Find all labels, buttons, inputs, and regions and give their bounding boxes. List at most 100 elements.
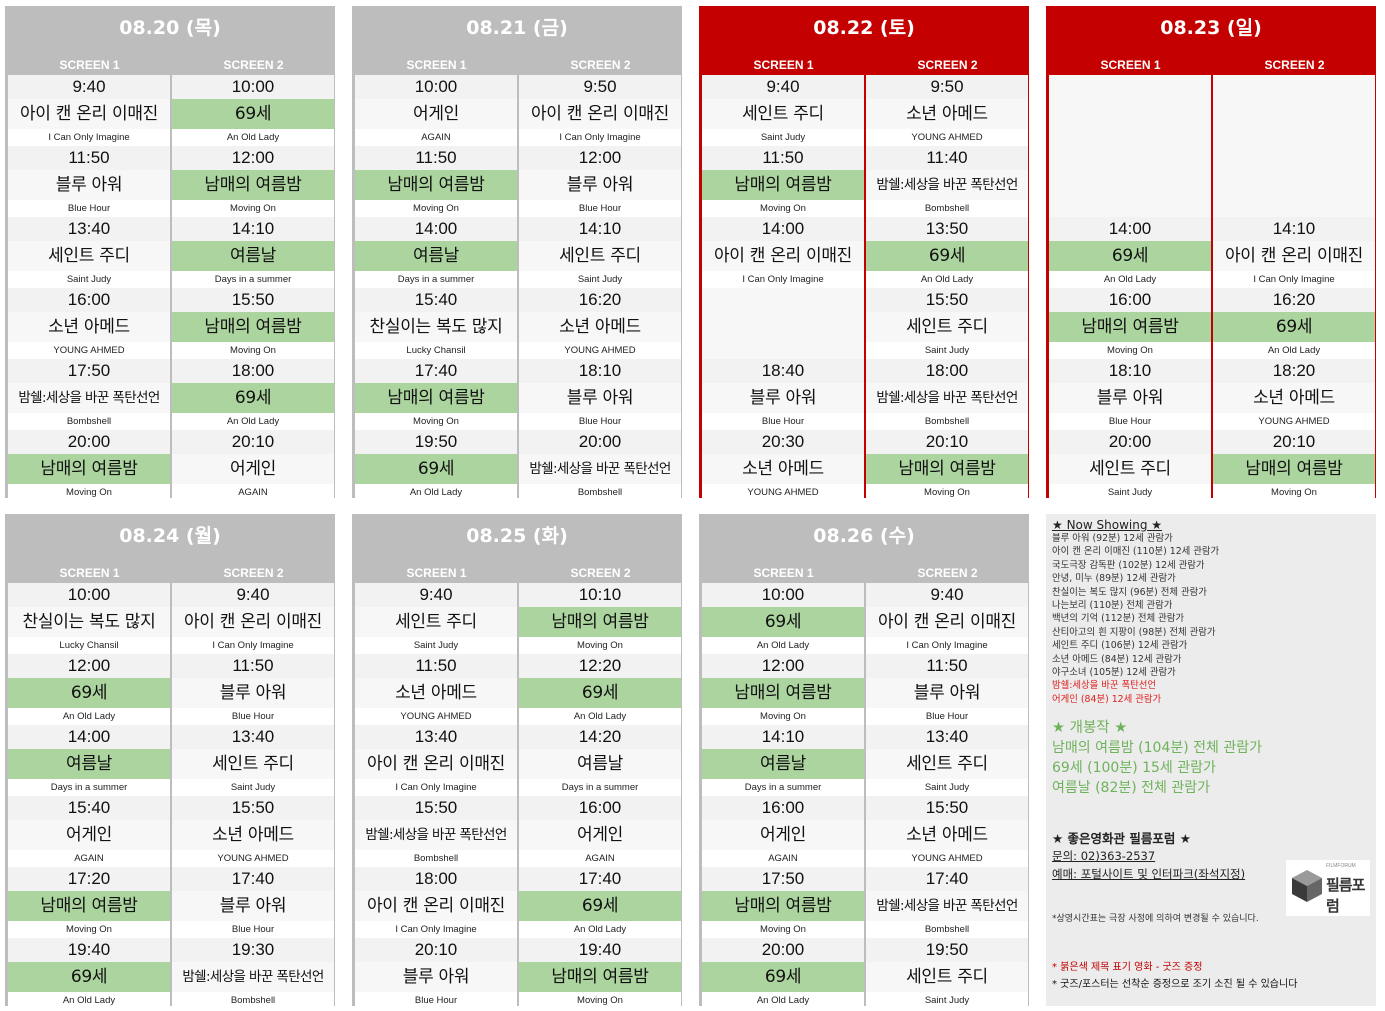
movie-title-kr: 블루 아워 [519, 383, 681, 413]
movie-title-en: Days in a summer [8, 779, 170, 796]
showtime: 10:00 [702, 583, 864, 607]
showtime-slot: 16:00 남매의 여름밤 Moving On [1049, 288, 1211, 359]
screen-header: SCREEN 1 [406, 58, 467, 72]
movie-title-en: Bombshell [355, 850, 517, 867]
movie-title-kr: 블루 아워 [355, 962, 517, 992]
now-showing-title: ★ Now Showing ★ [1052, 518, 1163, 532]
movie-title-kr [1213, 170, 1375, 200]
screen-header: SCREEN 1 [753, 58, 814, 72]
showtime: 20:10 [172, 430, 334, 454]
movie-title-kr: 밤쉘:세상을 바꾼 폭탄선언 [866, 383, 1028, 413]
showtime [1213, 146, 1375, 170]
movie-title-kr: 남매의 여름밤 [702, 170, 864, 200]
showtime-slot: 10:10 남매의 여름밤 Moving On [519, 583, 681, 654]
showtime-slot: 9:40 세인트 주디 Saint Judy [355, 583, 517, 654]
filmforum-logo: FILMFORUM 필름포럼 [1286, 860, 1370, 916]
movie-title-kr: 아이 캔 온리 이매진 [1213, 241, 1375, 271]
movie-title-en: Bombshell [866, 921, 1028, 938]
showtime: 14:00 [702, 217, 864, 241]
movie-title-en: Days in a summer [519, 779, 681, 796]
movie-title-en: Lucky Chansil [355, 342, 517, 359]
showtime-slot: 13:50 69세 An Old Lady [866, 217, 1028, 288]
movie-title-en [702, 342, 864, 359]
showtime-slot: 14:10 여름날 Days in a summer [172, 217, 334, 288]
movie-title-kr: 세인트 주디 [866, 962, 1028, 992]
showtime-slot: 11:50 남매의 여름밤 Moving On [702, 146, 864, 217]
showtime-slot: 12:00 블루 아워 Blue Hour [519, 146, 681, 217]
showtime: 19:30 [172, 938, 334, 962]
movie-title-en: Saint Judy [866, 779, 1028, 796]
movie-title-en: YOUNG AHMED [519, 342, 681, 359]
goods-red-note: * 붉은색 제목 표기 영화 - 굿즈 증정 [1052, 962, 1203, 974]
movie-title-kr: 블루 아워 [866, 678, 1028, 708]
movie-title-en: Moving On [519, 992, 681, 1009]
showtime-slot: 12:00 69세 An Old Lady [8, 654, 170, 725]
showtime: 14:10 [702, 725, 864, 749]
screen-header: SCREEN 1 [406, 566, 467, 580]
movie-title-en: Days in a summer [172, 271, 334, 288]
showtime [702, 288, 864, 312]
screen-column: 9:40 세인트 주디 Saint Judy 11:50 남매의 여름밤 Moving O… [702, 75, 864, 501]
showtime: 15:50 [866, 288, 1028, 312]
movie-title-kr: 세인트 주디 [1049, 454, 1211, 484]
new-release-item: 69세 (100분) 15세 관람가 [1052, 760, 1216, 777]
showtime-slot: 9:40 아이 캔 온리 이매진 I Can Only Imagine [172, 583, 334, 654]
showtime-slot: 19:30 밤쉘:세상을 바꾼 폭탄선언 Bombshell [172, 938, 334, 1009]
showtime: 9:40 [866, 583, 1028, 607]
movie-title-en: Blue Hour [8, 200, 170, 217]
showtime-slot: 15:50 밤쉘:세상을 바꾼 폭탄선언 Bombshell [355, 796, 517, 867]
movie-title-kr: 남매의 여름밤 [519, 607, 681, 637]
info-panel: ★ Now Showing ★ 블루 아워 (92분) 12세 관람가 아이 캔 … [1046, 514, 1376, 1006]
screen-column: 10:00 69세 An Old Lady 12:00 남매의 여름밤 Moving On… [172, 75, 334, 501]
showtime: 15:50 [866, 796, 1028, 820]
showtime: 20:00 [702, 938, 864, 962]
movie-title-kr: 여름날 [355, 241, 517, 271]
day-date: 08.23 (일) [1160, 17, 1262, 39]
showtime: 17:40 [355, 359, 517, 383]
movie-title-en: YOUNG AHMED [172, 850, 334, 867]
showtime: 20:10 [866, 430, 1028, 454]
showtime: 16:00 [519, 796, 681, 820]
showtime [1049, 146, 1211, 170]
movie-title-kr: 세인트 주디 [8, 241, 170, 271]
movie-title-kr: 남매의 여름밤 [702, 678, 864, 708]
movie-title-kr: 69세 [702, 962, 864, 992]
movie-title-en: YOUNG AHMED [355, 708, 517, 725]
showtime: 18:10 [1049, 359, 1211, 383]
showtime: 11:50 [355, 146, 517, 170]
theater-title: ★ 좋은영화관 필름포럼 ★ [1052, 831, 1191, 847]
showtime-slot: 13:40 세인트 주디 Saint Judy [8, 217, 170, 288]
movie-title-kr: 어게인 [172, 454, 334, 484]
movie-title-en: YOUNG AHMED [866, 850, 1028, 867]
showtime-slot: 16:20 소년 아메드 YOUNG AHMED [519, 288, 681, 359]
showtime-slot: 15:40 어게인 AGAIN [8, 796, 170, 867]
movie-title-kr: 밤쉘:세상을 바꾼 폭탄선언 [172, 962, 334, 992]
movie-title-en: Moving On [702, 921, 864, 938]
showtime-slot: 18:10 블루 아워 Blue Hour [519, 359, 681, 430]
showtime: 16:20 [1213, 288, 1375, 312]
logo-text: 필름포럼 [1326, 876, 1365, 915]
movie-title-kr [1049, 99, 1211, 129]
movie-title-kr: 소년 아메드 [866, 99, 1028, 129]
movie-title-en: AGAIN [8, 850, 170, 867]
now-showing-item: 안녕, 미누 (89분) 12세 관람가 [1052, 573, 1176, 585]
movie-title-en: Moving On [1213, 484, 1375, 501]
showtime-slot: 9:40 아이 캔 온리 이매진 I Can Only Imagine [8, 75, 170, 146]
movie-title-en: An Old Lady [519, 921, 681, 938]
movie-title-en: Saint Judy [355, 637, 517, 654]
showtime-slot: 14:10 여름날 Days in a summer [702, 725, 864, 796]
day-panel: 08.21 (금) SCREEN 1 10:00 어게인 AGAIN 11:50 남매의 여… [352, 6, 682, 501]
movie-title-en: AGAIN [702, 850, 864, 867]
showtime: 13:50 [866, 217, 1028, 241]
movie-title-kr: 여름날 [702, 749, 864, 779]
movie-title-kr: 여름날 [8, 749, 170, 779]
movie-title-kr: 아이 캔 온리 이매진 [172, 607, 334, 637]
movie-title-en: YOUNG AHMED [702, 484, 864, 501]
movie-title-en: Moving On [172, 342, 334, 359]
showtime: 19:50 [866, 938, 1028, 962]
showtime-slot: 13:40 아이 캔 온리 이매진 I Can Only Imagine [355, 725, 517, 796]
screen-column: 9:40 아이 캔 온리 이매진 I Can Only Imagine 11:50 블루… [866, 583, 1028, 1009]
showtime: 12:20 [519, 654, 681, 678]
movie-title-en [1049, 129, 1211, 146]
showtime: 11:50 [8, 146, 170, 170]
